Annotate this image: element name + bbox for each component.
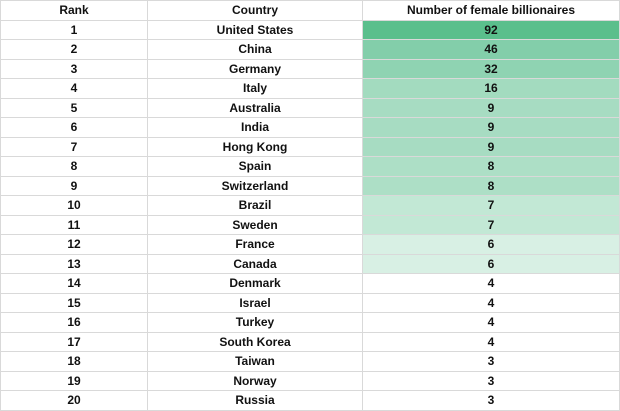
rank-cell: 4 (0, 78, 148, 99)
rank-cell: 10 (0, 195, 148, 216)
table-row: 8 Spain 8 (0, 156, 620, 177)
table-row: 6 India 9 (0, 117, 620, 138)
count-cell: 9 (362, 117, 620, 138)
country-cell: Switzerland (147, 175, 363, 196)
rank-cell: 11 (0, 214, 148, 235)
count-cell: 4 (362, 331, 620, 352)
rank-cell: 2 (0, 39, 148, 60)
count-cell: 7 (362, 195, 620, 216)
table-row: 9 Switzerland 8 (0, 175, 620, 196)
count-cell: 4 (362, 312, 620, 333)
country-cell: India (147, 117, 363, 138)
rank-cell: 5 (0, 97, 148, 118)
table-row: 14 Denmark 4 (0, 273, 620, 294)
country-cell: United States (147, 19, 363, 40)
count-cell: 8 (362, 156, 620, 177)
rank-cell: 12 (0, 234, 148, 255)
count-cell: 92 (362, 19, 620, 40)
table-row: 5 Australia 9 (0, 97, 620, 118)
country-cell: France (147, 234, 363, 255)
rank-cell: 14 (0, 273, 148, 294)
table-row: 16 Turkey 4 (0, 312, 620, 333)
country-cell: Turkey (147, 312, 363, 333)
table-row: 4 Italy 16 (0, 78, 620, 99)
rank-cell: 13 (0, 253, 148, 274)
table-row: 7 Hong Kong 9 (0, 136, 620, 157)
header-country: Country (147, 0, 363, 21)
rank-cell: 1 (0, 19, 148, 40)
country-cell: Sweden (147, 214, 363, 235)
rank-cell: 8 (0, 156, 148, 177)
count-cell: 4 (362, 273, 620, 294)
rank-cell: 17 (0, 331, 148, 352)
rank-cell: 6 (0, 117, 148, 138)
table-row: 12 France 6 (0, 234, 620, 255)
country-cell: Denmark (147, 273, 363, 294)
table-row: 19 Norway 3 (0, 370, 620, 391)
count-cell: 16 (362, 78, 620, 99)
country-cell: Germany (147, 58, 363, 79)
country-cell: Australia (147, 97, 363, 118)
country-cell: South Korea (147, 331, 363, 352)
table-row: 17 South Korea 4 (0, 331, 620, 352)
country-cell: Norway (147, 370, 363, 391)
rank-cell: 18 (0, 351, 148, 372)
country-cell: Spain (147, 156, 363, 177)
header-row: Rank Country Number of female billionair… (0, 0, 620, 21)
table-row: 3 Germany 32 (0, 58, 620, 79)
count-cell: 8 (362, 175, 620, 196)
table-row: 10 Brazil 7 (0, 195, 620, 216)
table-row: 2 China 46 (0, 39, 620, 60)
table-row: 13 Canada 6 (0, 253, 620, 274)
count-cell: 6 (362, 253, 620, 274)
table-row: 18 Taiwan 3 (0, 351, 620, 372)
rank-cell: 19 (0, 370, 148, 391)
country-cell: China (147, 39, 363, 60)
rank-cell: 16 (0, 312, 148, 333)
count-cell: 6 (362, 234, 620, 255)
country-cell: Israel (147, 292, 363, 313)
header-rank: Rank (0, 0, 148, 21)
country-cell: Italy (147, 78, 363, 99)
count-cell: 4 (362, 292, 620, 313)
country-cell: Hong Kong (147, 136, 363, 157)
count-cell: 3 (362, 370, 620, 391)
table-row: 15 Israel 4 (0, 292, 620, 313)
count-cell: 3 (362, 390, 620, 411)
count-cell: 32 (362, 58, 620, 79)
header-count: Number of female billionaires (362, 0, 620, 21)
count-cell: 9 (362, 136, 620, 157)
rank-cell: 15 (0, 292, 148, 313)
country-cell: Taiwan (147, 351, 363, 372)
rank-cell: 7 (0, 136, 148, 157)
count-cell: 46 (362, 39, 620, 60)
rank-cell: 20 (0, 390, 148, 411)
rank-cell: 3 (0, 58, 148, 79)
count-cell: 7 (362, 214, 620, 235)
table-row: 11 Sweden 7 (0, 214, 620, 235)
table-row: 1 United States 92 (0, 19, 620, 40)
count-cell: 3 (362, 351, 620, 372)
count-cell: 9 (362, 97, 620, 118)
country-cell: Russia (147, 390, 363, 411)
rank-cell: 9 (0, 175, 148, 196)
country-cell: Brazil (147, 195, 363, 216)
country-cell: Canada (147, 253, 363, 274)
table-row: 20 Russia 3 (0, 390, 620, 411)
